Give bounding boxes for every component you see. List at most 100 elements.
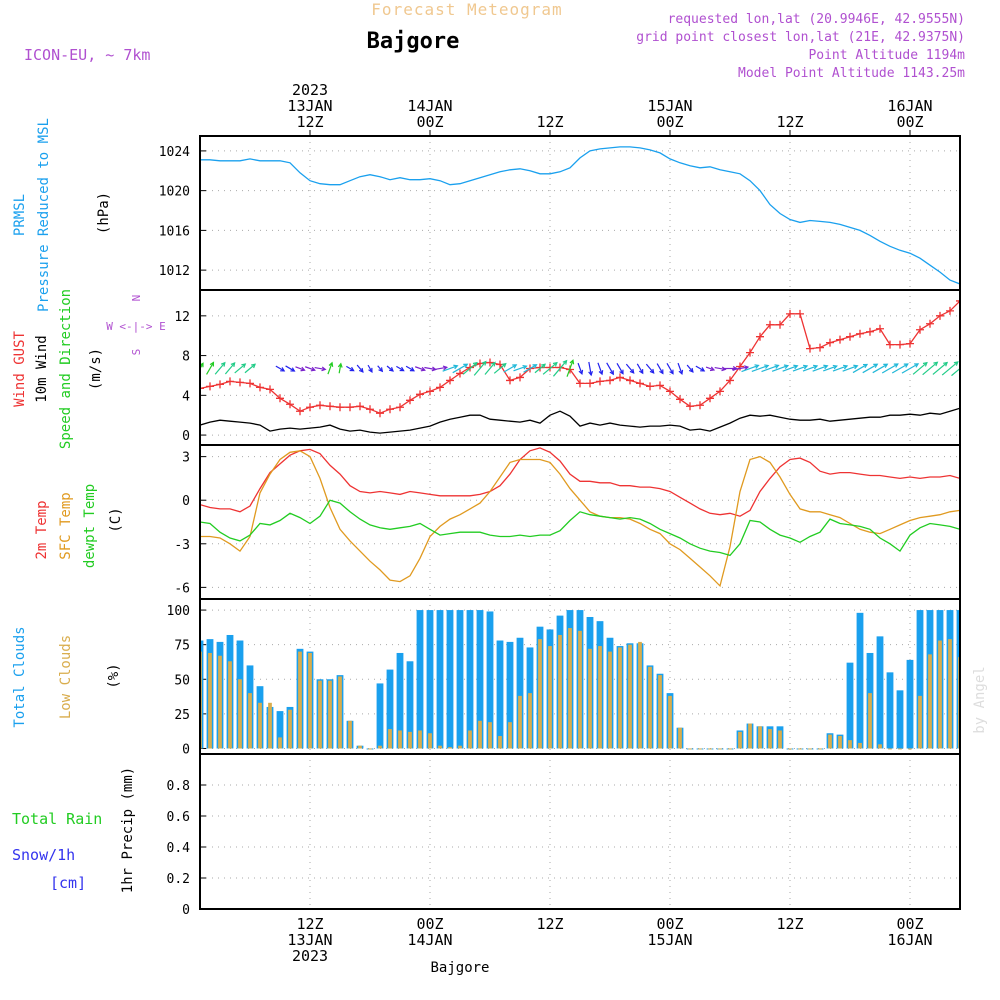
low-cloud-bar <box>888 748 892 750</box>
wind-arrowhead <box>368 367 373 373</box>
low-cloud-bar <box>588 648 592 749</box>
ytick-label: 0.8 <box>167 779 190 794</box>
gust-marker <box>326 402 334 411</box>
low-cloud-bar <box>398 730 402 749</box>
gust-marker <box>200 384 204 393</box>
sfc-temp-line <box>200 450 960 588</box>
wind-arrowhead <box>420 366 426 372</box>
point-altitude: Point Altitude 1194m <box>808 48 965 63</box>
wind-arrowhead <box>743 365 750 371</box>
2m-temp-line <box>200 447 960 517</box>
wind-arrow <box>588 361 592 376</box>
total-cloud-bar <box>486 611 494 749</box>
low-cloud-bar <box>638 641 642 749</box>
credit-watermark: by Angel <box>972 666 988 733</box>
wind-arrow <box>338 363 342 374</box>
total-cloud-bar <box>456 610 464 749</box>
wind-arrow <box>503 364 517 373</box>
gust-marker <box>936 311 944 320</box>
wind-arrow <box>386 365 394 372</box>
wind-arrow <box>405 365 415 372</box>
wind-arrow <box>542 362 558 375</box>
low-cloud-bar <box>758 726 762 749</box>
low-cloud-bar <box>218 655 222 749</box>
gust-marker <box>516 373 524 382</box>
low-cloud-bar <box>598 646 602 749</box>
low-cloud-bar <box>228 661 232 749</box>
bottom-time-label: 00Z <box>416 915 443 933</box>
total-cloud-bar <box>506 641 514 749</box>
wind-arrow <box>433 366 447 371</box>
ytick-label: 0 <box>182 742 190 757</box>
gust-marker <box>446 376 454 385</box>
wind-arrowhead <box>220 361 226 367</box>
wind-arrowhead <box>241 363 247 369</box>
ytick-label: -3 <box>174 538 190 553</box>
low-cloud-bar <box>328 680 332 749</box>
low-cloud-bar <box>848 740 852 749</box>
low-cloud-bar <box>668 695 672 749</box>
total-cloud-bar <box>896 690 904 749</box>
wind-arrowhead <box>823 364 829 370</box>
gust-marker <box>476 359 484 368</box>
bottom-time-label: 12Z <box>776 915 803 933</box>
ytick-label: 0.6 <box>167 810 190 825</box>
low-cloud-bar <box>628 644 632 749</box>
wind-arrowhead <box>883 363 889 369</box>
gust-marker <box>716 387 724 396</box>
wind-arrowhead <box>388 367 394 372</box>
gust-marker <box>726 376 734 385</box>
pressure-panel-labels: PRMSL Pressure Reduced to MSL (hPa) <box>12 118 112 312</box>
low-cloud-bar <box>558 634 562 749</box>
wind-arrowhead <box>328 361 334 367</box>
wind-arrowhead <box>337 362 343 368</box>
ytick-label: 25 <box>174 708 190 723</box>
precip-panel-labels: Total Rain Snow/1h [cm] 1hr Precip (mm) <box>12 767 136 893</box>
wind-arrowhead <box>442 365 449 371</box>
low-cloud-bar <box>688 748 692 750</box>
top-time-label: 15JAN <box>647 97 692 115</box>
gust-marker <box>856 329 864 338</box>
total-cloud-bar <box>426 610 434 749</box>
low-cloud-bar <box>318 680 322 749</box>
wind-arrowhead <box>893 363 899 368</box>
wind-arrow <box>305 366 315 371</box>
wind-arrow <box>731 366 749 371</box>
top-time-label: 12Z <box>536 113 563 131</box>
panel-frame <box>199 444 961 600</box>
total-cloud-bar <box>516 637 524 749</box>
gust-marker <box>656 381 664 390</box>
wind-arrowhead <box>764 364 770 369</box>
wind-arrowhead <box>588 371 593 377</box>
wind-arrowhead <box>783 364 790 370</box>
gust-marker <box>396 403 404 412</box>
gust-marker <box>646 382 654 391</box>
wind-arrowhead <box>609 370 614 376</box>
gust-marker <box>356 402 364 411</box>
wind-arrow <box>442 365 458 372</box>
low-cloud-bar <box>678 727 682 749</box>
low-cloud-bar <box>648 666 652 749</box>
total-cloud-label: Total Clouds <box>12 626 28 727</box>
total-cloud-bar <box>886 672 894 749</box>
total-cloud-bar <box>876 636 884 749</box>
low-cloud-bar <box>238 679 242 749</box>
ytick-label: 0.2 <box>167 872 190 887</box>
low-cloud-label: Low Clouds <box>58 635 74 719</box>
wind-arrowhead <box>629 368 635 374</box>
requested-location: requested lon,lat (20.9946E, 42.9555N) <box>668 12 965 27</box>
compass-n: N <box>130 295 143 302</box>
top-time-label: 00Z <box>656 113 683 131</box>
temp-panel-labels: 2m Temp SFC Temp dewpt Temp (C) <box>34 484 124 568</box>
low-cloud-bar <box>488 722 492 749</box>
wind-panel-labels: Wind GUST 10m Wind Speed and Direction (… <box>12 289 166 449</box>
wind-arrow <box>552 360 568 377</box>
gust-marker <box>436 383 444 392</box>
wind-arrow <box>636 363 644 374</box>
wind-arrow <box>616 362 624 374</box>
rain-legend: Total Rain <box>12 810 102 828</box>
gridpoint-location: grid point closest lon,lat (21E, 42.9375… <box>636 30 965 45</box>
wind-arrowhead <box>562 359 568 365</box>
low-cloud-bar <box>938 640 942 749</box>
